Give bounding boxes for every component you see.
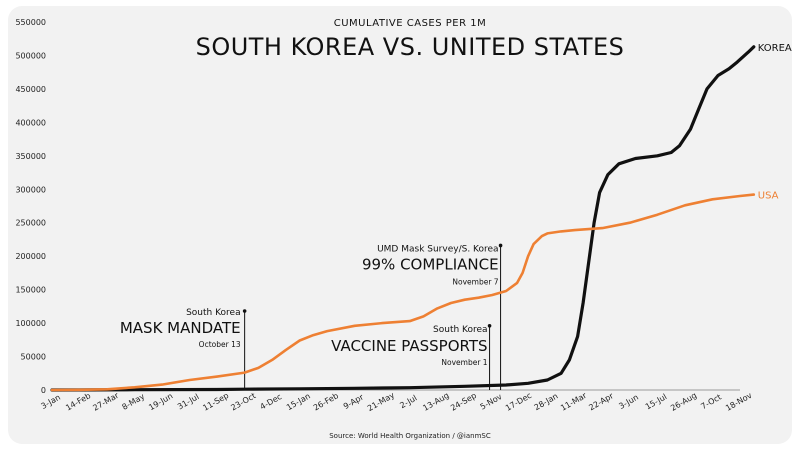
series-label-usa: USA [758, 191, 779, 202]
x-tick-label: 11-Mar [559, 391, 589, 413]
x-tick-label: 26-Feb [312, 391, 340, 412]
annotation-date: November 1 [441, 358, 487, 367]
y-tick-label: 0 [41, 386, 46, 395]
annotation-heading: UMD Mask Survey/S. Korea [377, 244, 498, 254]
x-tick-label: 9-Apr [342, 392, 366, 411]
annotation-title: VACCINE PASSPORTS [331, 337, 487, 355]
x-tick-label: 11-Sep [201, 391, 230, 413]
annotation-date: October 13 [199, 340, 241, 349]
annotation-heading: South Korea [433, 325, 488, 335]
x-tick-label: 3-Jan [40, 393, 62, 411]
chart-source: Source: World Health Organization / @ian… [329, 432, 491, 440]
annotation-marker [498, 243, 503, 248]
x-tick-label: 4-Dec [258, 392, 283, 412]
y-tick-label: 350000 [15, 152, 46, 161]
x-tick-label: 15-Jan [285, 391, 312, 412]
series-lines: KOREA USA [50, 43, 792, 392]
x-tick-label: 21-May [366, 390, 396, 413]
series-line-usa [50, 193, 756, 392]
x-tick-label: 14-Feb [64, 391, 92, 412]
annotation-date: November 7 [452, 277, 498, 286]
annotation-title: 99% COMPLIANCE [362, 255, 499, 273]
y-axis-tick-labels: 0 50000 100000 150000 200000 250000 300000 3500… [15, 18, 46, 395]
y-tick-label: 200000 [15, 252, 46, 261]
y-tick-label: 150000 [15, 286, 46, 295]
annotation-marker [242, 309, 247, 313]
x-tick-label: 24-Sep [449, 391, 478, 413]
y-tick-label: 300000 [15, 185, 46, 194]
annotation-heading: South Korea [186, 308, 241, 318]
y-tick-label: 100000 [15, 319, 46, 328]
annotation-marker [487, 323, 492, 328]
series-label-korea: KOREA [758, 43, 792, 54]
x-tick-label: 19-Jun [147, 391, 174, 412]
x-axis-tick-labels: 3-Jan 14-Feb 27-Mar 8-May 19-Jun 31-Jul 11-Sep… [40, 390, 754, 413]
x-tick-label: 15-Jul [644, 392, 669, 411]
x-tick-label: 22-Apr [587, 391, 615, 413]
chart-title: SOUTH KOREA VS. UNITED STATES [196, 33, 625, 61]
chart-container: CUMULATIVE CASES PER 1M SOUTH KOREA VS. … [8, 6, 792, 444]
annotation-title: MASK MANDATE [120, 319, 241, 337]
x-tick-label: 13-Aug [421, 391, 450, 413]
line-chart: CUMULATIVE CASES PER 1M SOUTH KOREA VS. … [15, 18, 792, 440]
x-tick-label: 26-Aug [669, 391, 698, 413]
x-tick-label: 28-Jan [533, 391, 560, 412]
y-tick-label: 400000 [15, 118, 46, 127]
y-tick-label: 450000 [15, 85, 46, 94]
x-tick-label: 2-Jul [398, 393, 418, 410]
y-tick-label: 250000 [15, 219, 46, 228]
x-tick-label: 17-Dec [504, 391, 533, 413]
y-tick-label: 500000 [15, 51, 46, 60]
y-tick-label: 550000 [15, 18, 46, 27]
x-tick-label: 23-Oct [229, 391, 257, 412]
series-line-korea [50, 45, 756, 392]
x-tick-label: 27-Mar [91, 391, 121, 413]
chart-subtitle: CUMULATIVE CASES PER 1M [334, 18, 487, 29]
x-tick-label: 31-Jul [176, 392, 201, 411]
x-tick-label: 18-Nov [724, 391, 754, 413]
x-tick-label: 7-Oct [699, 392, 723, 411]
y-tick-label: 50000 [21, 353, 46, 362]
x-tick-label: 3-Jun [617, 393, 640, 411]
x-tick-label: 8-May [120, 392, 146, 412]
x-tick-label: 5-Nov [479, 392, 504, 412]
